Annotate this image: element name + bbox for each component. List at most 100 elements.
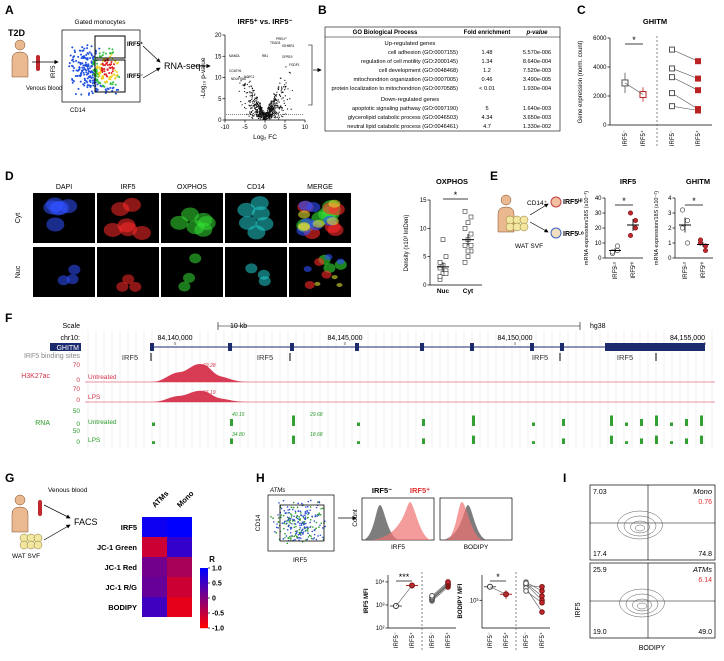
quadrant-value: 7.03 (593, 489, 607, 496)
axis-label: BODIPY MFI (458, 583, 464, 618)
table-border (324, 26, 561, 132)
arrow (142, 45, 161, 63)
cell-signal (183, 272, 196, 283)
volcano-dot (251, 99, 253, 101)
heatmap-cell (142, 557, 167, 577)
rna-signal (357, 422, 360, 426)
track-label: IRF5 binding sites (24, 353, 81, 360)
table-cell: mitochondrion organization (GO:0007005) (354, 77, 459, 83)
flow-dot (101, 77, 104, 80)
x-tick-label: IRF5⁺ (503, 632, 510, 648)
flow-dot (85, 71, 88, 74)
volcano-dot (248, 100, 250, 102)
flow-dot (283, 527, 285, 530)
point (702, 248, 708, 254)
sample-label: Venous blood (48, 487, 88, 494)
flow-dot (100, 63, 103, 66)
volcano-dot (249, 105, 251, 107)
flow-dot (294, 534, 297, 536)
flow-dot (80, 93, 83, 96)
flow-dot (324, 520, 326, 523)
colorbar-step (200, 620, 208, 623)
rna-signal (152, 422, 155, 426)
peak-value: 18.68 (310, 432, 323, 438)
volcano-dot (260, 107, 262, 110)
colorbar-step (200, 606, 208, 609)
heatmap-cell (142, 537, 167, 557)
person-head (500, 194, 512, 206)
flow-dot (291, 523, 293, 525)
volcano-dot (274, 94, 276, 96)
heatmap-cell (167, 557, 192, 577)
flow-dot (101, 62, 104, 65)
volcano-dot (281, 98, 283, 100)
flow-dot (88, 92, 91, 95)
volcano-dot (284, 104, 287, 107)
gene-label-bg (50, 343, 81, 351)
flow-dot (73, 51, 76, 54)
volcano-dot (260, 117, 262, 119)
flow-dot (71, 46, 74, 49)
rna-signal (422, 419, 425, 426)
flow-dot (293, 515, 295, 518)
point (465, 220, 471, 225)
flow-dot (72, 69, 75, 72)
flow-dot (296, 506, 299, 509)
rna-signal (625, 441, 628, 444)
flow-dot (311, 515, 313, 518)
volcano-dot (251, 97, 253, 99)
colorbar-step (200, 622, 208, 625)
cell-signal (46, 217, 65, 232)
row-label: JC-1 R/G (105, 583, 137, 592)
panel-label: D (5, 169, 14, 183)
flow-dot (91, 65, 94, 68)
exon (420, 343, 424, 351)
flow-dot (301, 532, 304, 535)
table-cell: neutral lipid catabolic process (GO:0046… (347, 124, 458, 130)
track-scale: 70 (73, 362, 81, 369)
flow-dot (297, 520, 299, 523)
flow-dot (86, 67, 89, 70)
x-tick-label: IRF5⁻ (524, 632, 530, 648)
pair-line (671, 105, 699, 111)
y-tick-label: 10³ (376, 603, 385, 609)
volcano-dot (273, 106, 275, 109)
volcano-dot (273, 104, 275, 106)
flow-dot (301, 529, 304, 531)
volcano-dot (258, 113, 261, 116)
colorbar-step (200, 594, 208, 597)
flow-dot (298, 516, 301, 518)
flow-dot (108, 47, 111, 50)
gene-label: NDUFS8A (231, 77, 247, 81)
cell-signal (255, 216, 274, 231)
volcano-dot (244, 82, 246, 84)
flow-dot (307, 536, 310, 538)
flow-dot (82, 64, 85, 67)
arrow (142, 67, 161, 79)
channel-label: DAPI (56, 184, 72, 191)
rna-signal (422, 438, 425, 444)
row-label: Cyt (15, 213, 22, 224)
histogram-pos (367, 502, 432, 540)
axis-label: CD14 (255, 514, 262, 531)
volcano-dot (260, 112, 262, 114)
tissue-label: WAT SVF (12, 553, 40, 560)
volcano-dot (274, 104, 276, 106)
population-label: ATMs (269, 488, 285, 494)
flow-dot (287, 509, 289, 511)
track-name: LPS (88, 437, 101, 444)
x-tick-label: IRF5⁺ (445, 632, 452, 648)
flow-dot (274, 530, 276, 533)
y-tick-label: 5 (423, 255, 427, 261)
table-header: Fold enrichment (464, 30, 511, 36)
cell-signal (68, 264, 81, 275)
flow-dot (306, 505, 309, 508)
flow-dot (272, 521, 275, 523)
method-label: FACS (74, 517, 98, 527)
histogram-pos (445, 502, 484, 540)
volcano-dot (273, 101, 275, 103)
flow-dot (294, 512, 297, 514)
x-tick-label: IRF5ᴸᵒ (682, 261, 689, 279)
axis-label: BODIPY (639, 645, 666, 652)
track-group-label: H3K27ac (21, 373, 50, 380)
